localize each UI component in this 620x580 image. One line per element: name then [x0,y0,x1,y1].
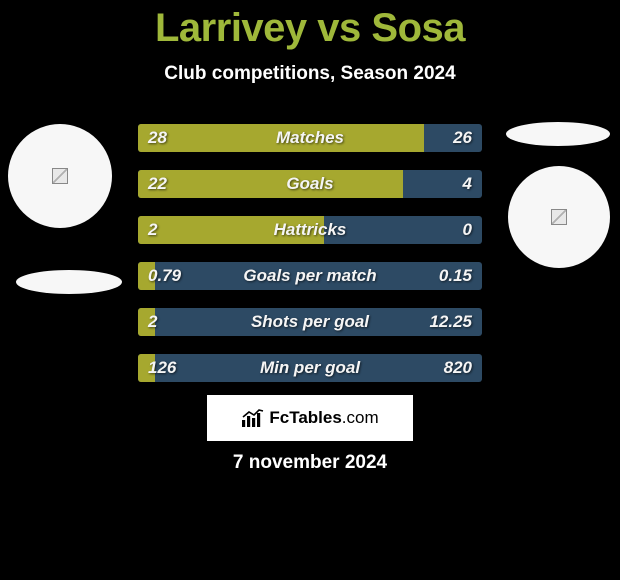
stat-right-value: 0 [463,216,472,244]
brand-inner: FcTables.com [241,408,378,428]
avatar-left-group [8,124,122,294]
broken-image-icon [551,209,567,225]
broken-image-icon [52,168,68,184]
stat-bars: 28Matches26 22Goals4 2Hattricks0 0.79Goals … [138,124,482,400]
date-text: 7 november 2024 [0,452,620,474]
stat-row: 126Min per goal820 [138,354,482,382]
stat-row: 22Goals4 [138,170,482,198]
stat-label: Hattricks [138,216,482,244]
brand-name: FcTables [269,408,341,427]
stat-label: Goals [138,170,482,198]
stat-right-value: 4 [463,170,472,198]
infographic-root: Larrivey vs Sosa Club competitions, Seas… [0,0,620,580]
stat-label: Matches [138,124,482,152]
stat-label: Min per goal [138,354,482,382]
brand-text: FcTables.com [269,408,378,428]
stat-row: 2Shots per goal12.25 [138,308,482,336]
stat-label: Goals per match [138,262,482,290]
page-subtitle: Club competitions, Season 2024 [0,63,620,85]
page-title: Larrivey vs Sosa [0,0,620,51]
stat-right-value: 0.15 [439,262,472,290]
stat-right-value: 820 [444,354,472,382]
stat-row: 28Matches26 [138,124,482,152]
avatar-right-circle [508,166,610,268]
brand-suffix: .com [342,408,379,427]
avatar-right-group [508,124,610,268]
avatar-right-shadow [506,122,610,146]
brand-chart-icon [241,408,265,428]
stat-row: 2Hattricks0 [138,216,482,244]
stat-right-value: 12.25 [429,308,472,336]
avatar-left-circle [8,124,112,228]
stat-row: 0.79Goals per match0.15 [138,262,482,290]
stat-right-value: 26 [453,124,472,152]
brand-box: FcTables.com [207,395,413,441]
avatar-left-shadow [16,270,122,294]
